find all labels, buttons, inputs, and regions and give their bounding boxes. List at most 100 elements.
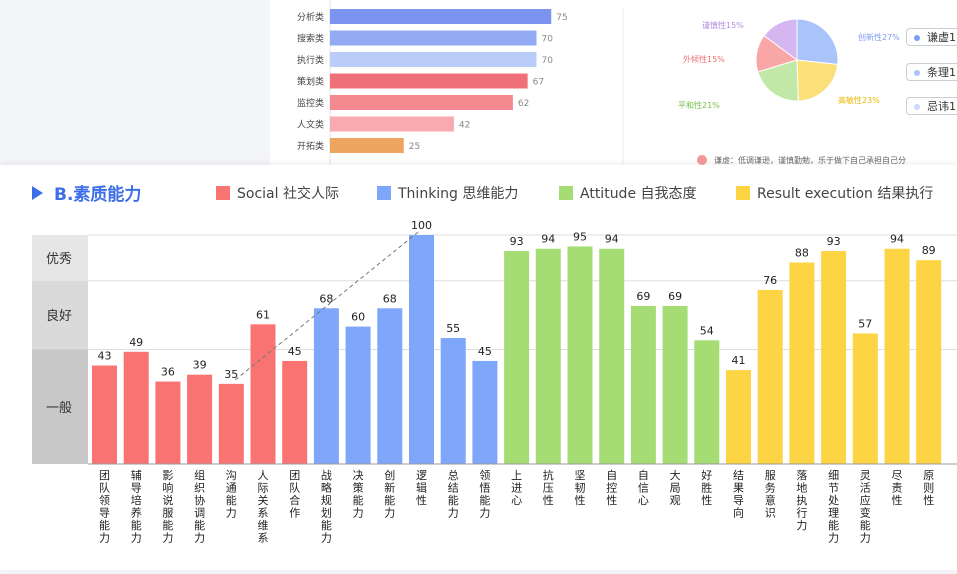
ability-bar bbox=[599, 248, 625, 464]
bar-value-label: 76 bbox=[763, 274, 777, 287]
top-bar-label: 开拓类 bbox=[297, 140, 324, 152]
top-bar-value: 70 bbox=[542, 35, 554, 45]
ability-bar bbox=[662, 305, 688, 464]
bar-value-label: 45 bbox=[478, 345, 492, 358]
bar-value-label: 61 bbox=[256, 308, 270, 321]
category-label: 创新能力 bbox=[384, 469, 395, 520]
bar-value-label: 93 bbox=[827, 235, 841, 248]
bar-value-label: 54 bbox=[700, 324, 714, 337]
section-title: B.素质能力 bbox=[54, 184, 141, 205]
category-label: 组织协调能力 bbox=[194, 468, 205, 545]
pie-filter-label: 条理1 bbox=[927, 66, 956, 79]
legend-dot-icon bbox=[914, 70, 920, 76]
dashed-connector bbox=[234, 230, 420, 381]
ability-bar bbox=[567, 246, 593, 464]
category-label: 原则性 bbox=[923, 469, 934, 507]
top-bar-label: 监控类 bbox=[297, 97, 324, 109]
band-label: 一般 bbox=[46, 400, 72, 416]
bar-value-label: 69 bbox=[668, 290, 682, 303]
category-label: 尽责性 bbox=[892, 469, 903, 507]
pie-slice-label: 高敏性23% bbox=[838, 95, 880, 105]
category-label: 坚韧性 bbox=[575, 469, 586, 507]
legend-label: Result execution 结果执行 bbox=[757, 186, 933, 202]
ability-bar bbox=[218, 383, 244, 464]
bar-value-label: 69 bbox=[636, 290, 650, 303]
ability-bar bbox=[789, 262, 815, 464]
category-label: 决策能力 bbox=[353, 469, 364, 520]
bar-value-label: 100 bbox=[411, 219, 432, 232]
category-label: 上进心 bbox=[511, 469, 522, 507]
legend-swatch bbox=[377, 186, 391, 200]
pie-slice bbox=[796, 18, 839, 66]
top-bar bbox=[330, 116, 454, 132]
bar-value-label: 94 bbox=[890, 233, 904, 246]
top-bar-label: 策划类 bbox=[297, 76, 324, 88]
quality-ability-chart: B.素质能力 Social 社交人际 Thinking 思维能力 Attitude 自… bbox=[32, 184, 957, 545]
ability-bar bbox=[282, 360, 308, 464]
category-label: 自控性 bbox=[606, 469, 617, 507]
ability-bar bbox=[187, 374, 213, 464]
top-bar-label: 人文类 bbox=[297, 119, 324, 131]
top-bar-value: 75 bbox=[556, 13, 567, 23]
note-icon bbox=[697, 155, 707, 165]
bar-value-label: 94 bbox=[605, 233, 619, 246]
pie-slice-label: 平和性21% bbox=[678, 100, 720, 110]
profession-bar-chart: 分析类 75 搜索类 70 执行类 70 策划类 67 监控类 62 人文类 42 开拓类 25 创新性27… bbox=[297, 0, 906, 165]
category-label: 细节处理能力 bbox=[828, 469, 839, 545]
pie-slice bbox=[796, 59, 839, 102]
category-label: 自信心 bbox=[638, 469, 649, 507]
legend-label: Thinking 思维能力 bbox=[397, 186, 518, 202]
ability-bar bbox=[694, 340, 720, 464]
bar-value-label: 43 bbox=[98, 350, 112, 363]
legend-label: Social 社交人际 bbox=[237, 185, 339, 202]
category-label: 逻辑性 bbox=[416, 469, 427, 507]
ability-bar bbox=[472, 360, 498, 464]
category-label: 领悟能力 bbox=[479, 469, 490, 520]
top-bar-label: 搜索类 bbox=[297, 33, 324, 45]
top-bar-label: 执行类 bbox=[297, 54, 324, 66]
category-label: 沟通能力 bbox=[226, 469, 237, 520]
pie-filter-button[interactable]: 谦虚1 bbox=[906, 28, 957, 46]
category-label: 团队领导能力 bbox=[99, 469, 110, 545]
ability-bar bbox=[916, 260, 942, 464]
pie-slice-label: 创新性27% bbox=[858, 32, 900, 42]
ability-bar bbox=[155, 381, 181, 464]
ability-bar bbox=[630, 305, 656, 464]
bar-value-label: 88 bbox=[795, 246, 809, 259]
bar-value-label: 57 bbox=[858, 317, 872, 330]
ability-bar bbox=[440, 338, 466, 464]
ability-bar bbox=[757, 289, 783, 464]
top-bar bbox=[330, 9, 552, 24]
top-bar-value: 62 bbox=[518, 99, 529, 109]
legend-swatch bbox=[216, 186, 230, 200]
bar-value-label: 94 bbox=[541, 233, 555, 246]
category-label: 结果导向 bbox=[733, 469, 744, 520]
ability-bar bbox=[123, 351, 149, 464]
legend-swatch bbox=[736, 186, 750, 200]
top-bar bbox=[330, 30, 537, 46]
ability-bar bbox=[377, 308, 403, 464]
top-bar-value: 70 bbox=[542, 56, 554, 66]
pie-slice bbox=[763, 18, 798, 61]
ability-bar bbox=[821, 251, 847, 464]
ability-bar bbox=[92, 365, 117, 464]
bar-value-label: 68 bbox=[383, 292, 397, 305]
top-bar-label: 分析类 bbox=[297, 11, 324, 23]
category-label: 团队合作 bbox=[289, 469, 300, 520]
pie-filter-button[interactable]: 条理1 bbox=[906, 63, 957, 81]
category-label: 影响说服能力 bbox=[162, 469, 173, 545]
pie-filter-button[interactable]: 忌讳1 bbox=[906, 97, 957, 115]
top-bar bbox=[330, 138, 404, 153]
ability-bar bbox=[884, 248, 910, 464]
bar-value-label: 36 bbox=[161, 366, 175, 379]
ability-bar bbox=[409, 235, 434, 464]
category-label: 战略规划能力 bbox=[321, 469, 332, 545]
band-block bbox=[32, 235, 88, 281]
pie-slice bbox=[757, 59, 799, 102]
band-block bbox=[32, 349, 88, 464]
category-label: 灵活应变能力 bbox=[860, 469, 871, 545]
legend-dot-icon bbox=[914, 104, 920, 110]
bar-value-label: 45 bbox=[288, 345, 302, 358]
note-text: 谦虚：低调谦逊，谨慎勤勉，乐于做下自己承担自己分 bbox=[714, 155, 906, 165]
pie-slice-label: 谨慎性15% bbox=[702, 20, 744, 30]
